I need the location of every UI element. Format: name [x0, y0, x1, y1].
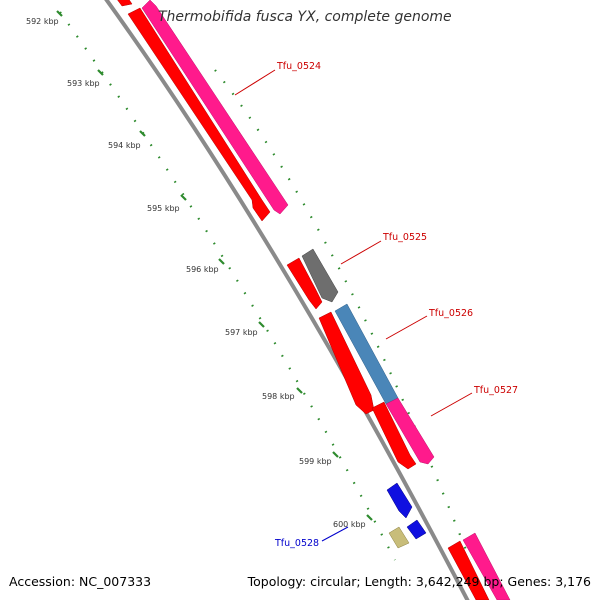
ruler-tick-596 — [218, 258, 225, 265]
ruler-tick-label: 599 kbp — [299, 457, 332, 466]
ruler-tick-594 — [139, 130, 146, 137]
ruler-tick-label: 592 kbp — [26, 17, 59, 26]
gene-arrow-outer — [462, 532, 511, 600]
ruler-tick-598 — [296, 387, 303, 394]
gene-arrow-tfu-0525 — [301, 248, 339, 303]
gene-arrow-tfu-0524 — [141, 0, 289, 215]
ruler-tick-label: 597 kbp — [225, 328, 258, 337]
gene-labels: Tfu_0524 Tfu_0525 Tfu_0526 Tfu_0527 Tfu_… — [274, 61, 518, 549]
gene-arrow-tfu-0527 — [385, 397, 435, 465]
ruler-tick-592 — [56, 10, 63, 17]
topology-text: Topology: circular; Length: 3,642,249 bp… — [247, 574, 591, 589]
gene-label-tfu-0528: Tfu_0528 — [274, 538, 319, 549]
gene-arrow-olive — [388, 526, 410, 549]
gene-label-tfu-0527: Tfu_0527 — [473, 385, 518, 396]
ruler-tick-label: 595 kbp — [147, 204, 180, 213]
label-leader-lines — [234, 69, 473, 542]
ruler-tick-label: 600 kbp — [333, 520, 366, 529]
leader-line-tfu-0527 — [430, 392, 473, 417]
gene-label-tfu-0526: Tfu_0526 — [428, 308, 473, 319]
ruler-tick-593 — [97, 69, 104, 76]
leader-line-tfu-0524 — [234, 69, 276, 96]
gene-arrow-small-blue — [406, 519, 427, 540]
ruler-tick-labels: 592 kbp 593 kbp 594 kbp 595 kbp 596 kbp … — [26, 17, 366, 529]
gene-arrow-inner — [447, 540, 490, 600]
gene-arrow-inner — [286, 257, 323, 310]
ruler-tick-marks — [56, 10, 373, 521]
gene-arrow-tfu-0528 — [386, 482, 413, 519]
genome-title: Thermobifida fusca YX, complete genome — [158, 9, 452, 25]
gene-arrow-inner — [127, 7, 271, 222]
ruler-tick-597 — [258, 321, 265, 328]
small-genes — [386, 482, 427, 549]
feature-dotted-arc — [214, 69, 472, 561]
gene-arrow-inner — [117, 0, 133, 7]
gene-arrow-inner — [371, 401, 417, 470]
ruler-tick-label: 593 kbp — [67, 79, 100, 88]
genome-backbone — [104, 0, 470, 600]
ruler-tick-600 — [366, 514, 373, 521]
ruler-tick-599 — [332, 451, 339, 458]
inner-strand-genes — [117, 0, 490, 600]
leader-line-tfu-0526 — [385, 315, 428, 340]
leader-line-tfu-0528 — [321, 526, 349, 542]
ruler-tick-label: 596 kbp — [186, 265, 219, 274]
outer-strand-genes — [141, 0, 511, 600]
ruler-dotted-arc — [59, 11, 396, 561]
ruler-tick-label: 598 kbp — [262, 392, 295, 401]
gene-label-tfu-0525: Tfu_0525 — [382, 232, 427, 243]
accession-text: Accession: NC_007333 — [9, 574, 152, 589]
ruler-tick-label: 594 kbp — [108, 141, 141, 150]
gene-label-tfu-0524: Tfu_0524 — [276, 61, 321, 72]
ruler-tick-595 — [180, 194, 187, 201]
leader-line-tfu-0525 — [340, 240, 382, 265]
